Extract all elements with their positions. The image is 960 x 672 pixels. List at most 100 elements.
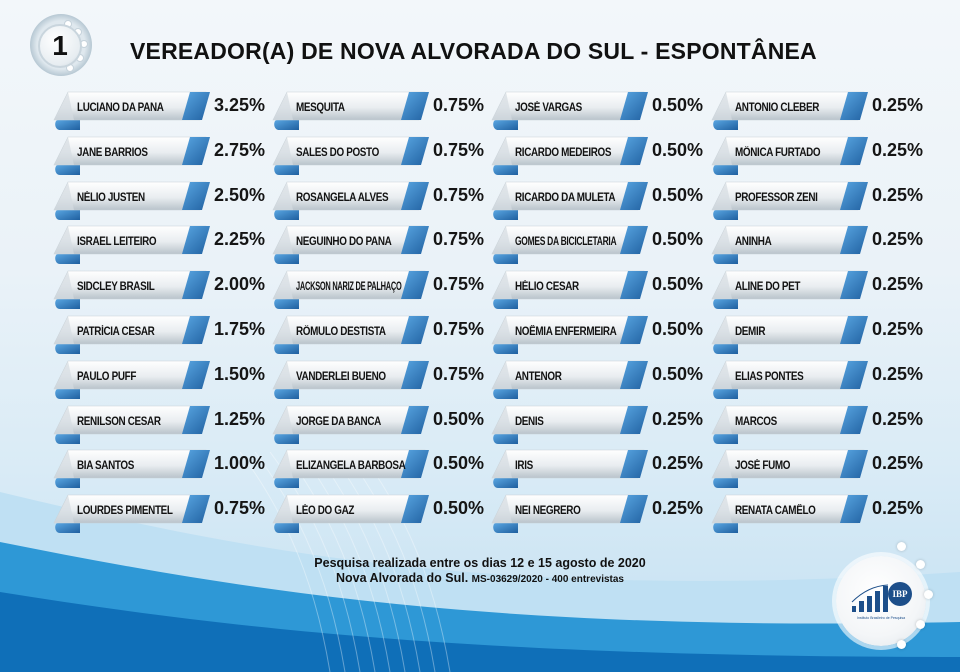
candidate-percentage: 0.75%	[433, 363, 485, 384]
candidate-entry: ROSANGELA ALVES 0.75%	[269, 180, 489, 220]
candidate-percentage: 0.25%	[652, 498, 704, 519]
candidate-entry: DENIS 0.25%	[488, 404, 708, 444]
ribbon-banner	[269, 224, 429, 265]
ribbon-banner	[708, 90, 868, 130]
ribbon-banner	[708, 448, 868, 489]
candidate-name: ANTONIO CLEBER	[735, 102, 820, 114]
candidate-entry: PAULO PUFF 1.50%	[50, 359, 270, 399]
candidate-percentage: 1.00%	[214, 453, 266, 474]
candidate-entry: RÔMULO DESTISTA 0.75%	[269, 314, 489, 354]
candidate-entry: PROFESSOR ZENI 0.25%	[708, 180, 928, 220]
logo-subtitle: Instituto Brasileiro de Pesquisa	[856, 616, 906, 620]
ribbon-banner	[708, 314, 868, 354]
logo-dot	[924, 590, 933, 599]
ribbon-banner	[269, 448, 429, 489]
footnote-line-1: Pesquisa realizada entre os dias 12 e 15…	[314, 556, 646, 570]
ribbon-banner-icon	[53, 91, 210, 130]
candidate-name: BIA SANTOS	[77, 460, 135, 473]
ribbon-banner-icon	[53, 270, 210, 310]
candidate-percentage: 0.25%	[872, 453, 924, 474]
candidate-name: RÔMULO DESTISTA	[296, 326, 386, 338]
ribbon-banner	[50, 224, 210, 265]
ribbon-banner	[708, 359, 868, 399]
candidate-name: ROSANGELA ALVES	[296, 191, 389, 204]
candidate-percentage: 0.25%	[872, 229, 924, 250]
ribbon-banner-icon	[272, 360, 429, 399]
candidate-percentage: 2.25%	[214, 229, 266, 250]
ribbon-banner-icon	[711, 226, 868, 265]
ribbon-banner	[708, 224, 868, 265]
ribbon-banner-icon	[491, 136, 648, 175]
candidate-name: RENATA CAMÊLO	[735, 505, 816, 518]
candidate-entry: ELIZANGELA BARBOSA 0.50%	[269, 448, 489, 489]
footnote-registration: MS-03629/2020 - 400 entrevistas	[471, 574, 624, 585]
candidate-percentage: 0.25%	[872, 498, 924, 519]
candidate-percentage: 1.25%	[214, 408, 266, 429]
candidate-percentage: 0.50%	[652, 95, 704, 115]
ribbon-banner	[488, 448, 648, 489]
ribbon-banner-icon	[491, 91, 648, 130]
ribbon-banner-icon	[491, 226, 648, 265]
ribbon-banner-icon	[53, 315, 210, 354]
candidate-entry: NOÊMIA ENFERMEIRA 0.50%	[488, 314, 708, 354]
candidate-entry: LOURDES PIMENTEL 0.75%	[50, 493, 270, 534]
ribbon-banner-icon	[53, 405, 210, 444]
logo-abbr: IBP	[888, 582, 912, 606]
candidate-name: DEMIR	[735, 326, 766, 338]
candidate-name: ANINHA	[735, 236, 772, 249]
candidate-percentage: 0.75%	[433, 95, 485, 115]
ribbon-banner	[269, 493, 429, 534]
candidate-percentage: 1.50%	[214, 363, 266, 384]
ribbon-banner	[50, 90, 210, 130]
candidate-entry: IRIS 0.25%	[488, 448, 708, 489]
candidate-name: ANTENOR	[515, 370, 562, 383]
candidate-entry: ANTONIO CLEBER 0.25%	[708, 90, 928, 130]
candidate-entry: DEMIR 0.25%	[708, 314, 928, 354]
candidate-entry: RENATA CAMÊLO 0.25%	[708, 493, 928, 534]
ribbon-banner	[708, 493, 868, 534]
candidate-name: PATRÍCIA CESAR	[77, 326, 155, 338]
ribbon-banner-icon	[53, 450, 210, 489]
candidate-percentage: 0.25%	[872, 408, 924, 429]
ribbon-banner-icon	[711, 450, 868, 489]
candidate-entry: NEGUINHO DO PANA 0.75%	[269, 224, 489, 265]
footnote-line-2: Nova Alvorada do Sul. MS-03629/2020 - 40…	[300, 571, 660, 587]
ribbon-banner	[269, 269, 429, 310]
ribbon-banner-icon	[53, 360, 210, 399]
ribbon-banner	[708, 269, 868, 310]
bar-chart-icon	[851, 584, 889, 612]
candidate-percentage: 0.50%	[433, 453, 485, 474]
page-title: VEREADOR(A) DE NOVA ALVORADA DO SUL - ES…	[130, 38, 817, 64]
ribbon-banner-icon	[272, 181, 429, 220]
candidate-percentage: 0.50%	[433, 408, 485, 429]
candidate-percentage: 0.25%	[872, 319, 924, 339]
candidate-name: ELIAS PONTES	[735, 370, 804, 383]
candidate-name: NOÊMIA ENFERMEIRA	[515, 326, 617, 338]
candidate-name: GOMES DA BICICLETARIA	[515, 236, 617, 249]
ribbon-banner	[50, 493, 210, 534]
candidate-percentage: 0.25%	[872, 363, 924, 384]
ribbon-banner-icon	[53, 226, 210, 265]
candidate-entry: VANDERLEI BUENO 0.75%	[269, 359, 489, 399]
candidate-percentage: 0.75%	[433, 229, 485, 250]
candidate-entry: ELIAS PONTES 0.25%	[708, 359, 928, 399]
candidate-percentage: 0.50%	[652, 184, 704, 205]
candidate-name: NEGUINHO DO PANA	[296, 236, 392, 249]
candidate-percentage: 0.50%	[652, 319, 704, 339]
candidate-name: SALES DO POSTO	[296, 146, 379, 159]
ribbon-banner	[50, 404, 210, 444]
candidate-name: LÉO DO GAZ	[296, 505, 355, 518]
ribbon-banner	[488, 493, 648, 534]
ribbon-banner-icon	[711, 315, 868, 354]
candidate-entry: ISRAEL LEITEIRO 2.25%	[50, 224, 270, 265]
candidate-name: JORGE DA BANCA	[296, 415, 381, 428]
candidate-name: RICARDO DA MULETA	[515, 191, 616, 204]
badge-number: 1	[38, 24, 82, 68]
logo-dot	[897, 640, 906, 649]
logo-dot	[916, 560, 925, 569]
candidate-name: RICARDO MEDEIROS	[515, 146, 612, 159]
ribbon-banner-icon	[272, 270, 429, 310]
candidate-entry: ANINHA 0.25%	[708, 224, 928, 265]
candidate-entry: HÉLIO CESAR 0.50%	[488, 269, 708, 310]
ribbon-banner-icon	[272, 226, 429, 265]
